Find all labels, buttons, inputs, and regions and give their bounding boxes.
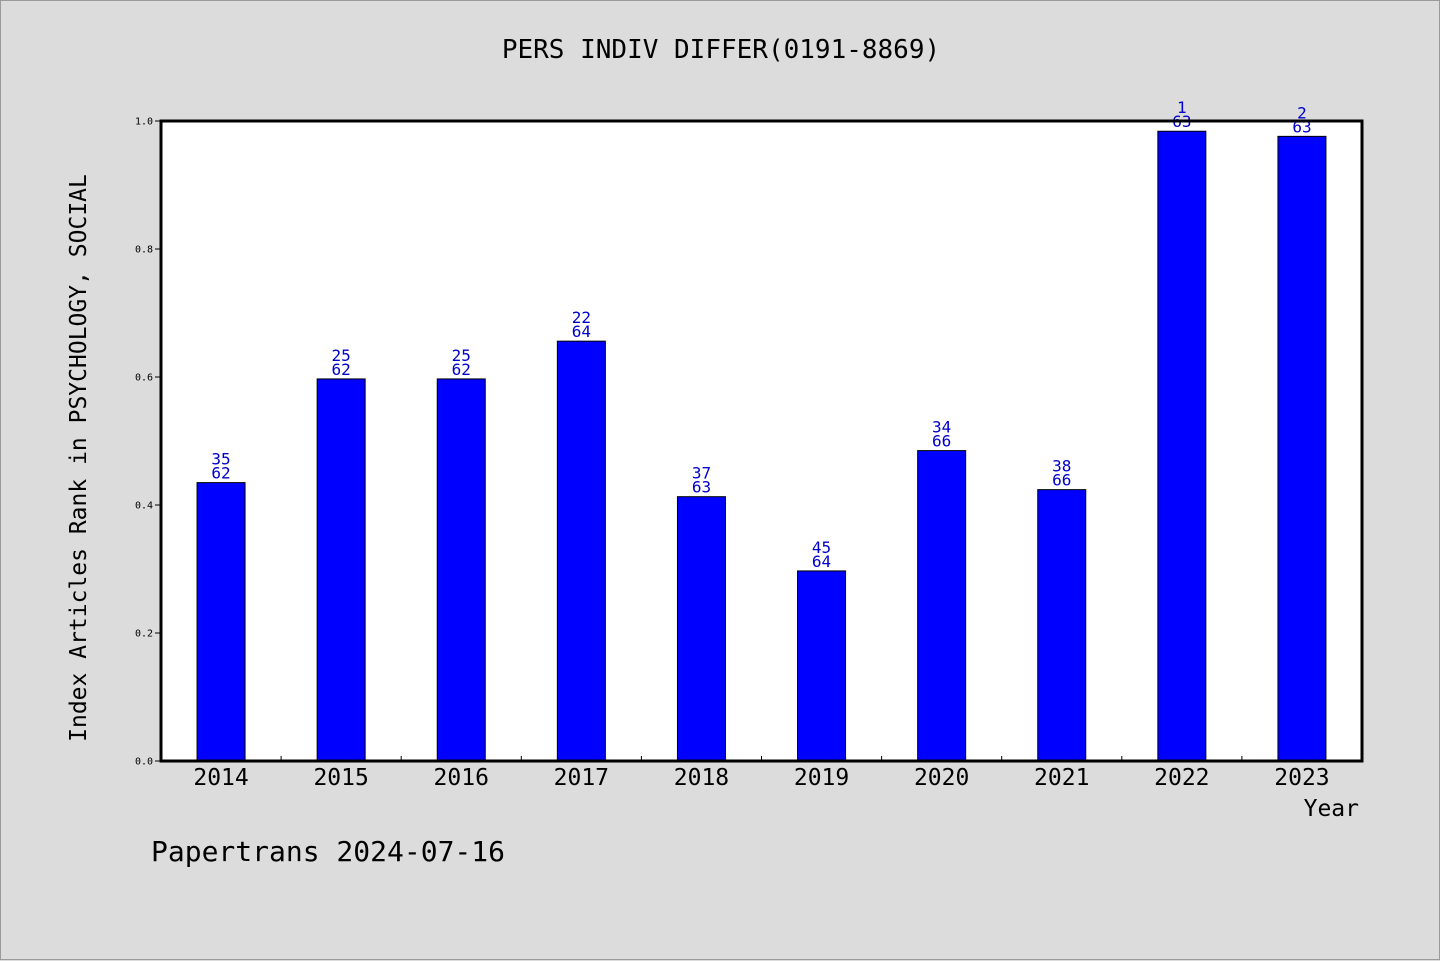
bar-rank-label: 25 <box>332 346 351 365</box>
x-tick-label: 2019 <box>794 765 849 791</box>
bar-rank-label: 25 <box>452 346 471 365</box>
bar-rank-label: 38 <box>1052 457 1071 476</box>
chart-title: PERS INDIV DIFFER(0191-8869) <box>501 35 941 65</box>
bar-total-label: 62 <box>211 464 230 483</box>
bar-rank-label: 37 <box>692 464 711 483</box>
x-tick-label: 2022 <box>1154 765 1209 791</box>
x-tick-label: 2015 <box>313 765 368 791</box>
bar-rank-label: 35 <box>211 450 230 469</box>
y-tick-label: 0.6 <box>135 373 153 384</box>
bar <box>917 450 967 762</box>
bar-total-label: 66 <box>932 432 951 451</box>
bar-rank-label: 45 <box>812 538 831 557</box>
y-tick-label: 0.4 <box>135 501 153 512</box>
bar <box>436 378 486 762</box>
bar <box>316 378 366 762</box>
x-tick-label: 2017 <box>554 765 609 791</box>
y-tick-label: 1.0 <box>135 117 153 128</box>
x-tick-label: 2016 <box>434 765 489 791</box>
bar-total-label: 64 <box>572 322 591 341</box>
bar-total-label: 64 <box>812 552 831 571</box>
x-axis-label: Year <box>1303 796 1359 822</box>
bar-rank-label: 2 <box>1297 103 1307 122</box>
bar-total-label: 63 <box>692 478 711 497</box>
x-tick-label: 2023 <box>1274 765 1329 791</box>
bar-total-label: 66 <box>1052 471 1071 490</box>
bar <box>196 482 246 762</box>
x-tick-label: 2018 <box>674 765 729 791</box>
bar <box>556 340 606 762</box>
bar-rank-label: 1 <box>1177 98 1187 117</box>
x-tick-label: 2014 <box>193 765 248 791</box>
bar <box>1157 130 1207 762</box>
y-tick-label: 0.8 <box>135 245 153 256</box>
y-tick-label: 0.0 <box>135 757 153 768</box>
plot-border <box>159 119 1364 763</box>
bar-rank-label: 34 <box>932 418 951 437</box>
bar-total-label: 62 <box>452 360 471 379</box>
bar <box>797 570 847 762</box>
y-tick-label: 0.2 <box>135 629 153 640</box>
bar-rank-label: 22 <box>572 308 591 327</box>
bar <box>1037 489 1087 762</box>
bar <box>676 496 726 762</box>
footer-note: Papertrans 2024-07-16 <box>151 835 506 868</box>
x-tick-label: 2021 <box>1034 765 1089 791</box>
bar-total-label: 62 <box>332 360 351 379</box>
x-tick-label: 2020 <box>914 765 969 791</box>
bar <box>1277 135 1327 762</box>
